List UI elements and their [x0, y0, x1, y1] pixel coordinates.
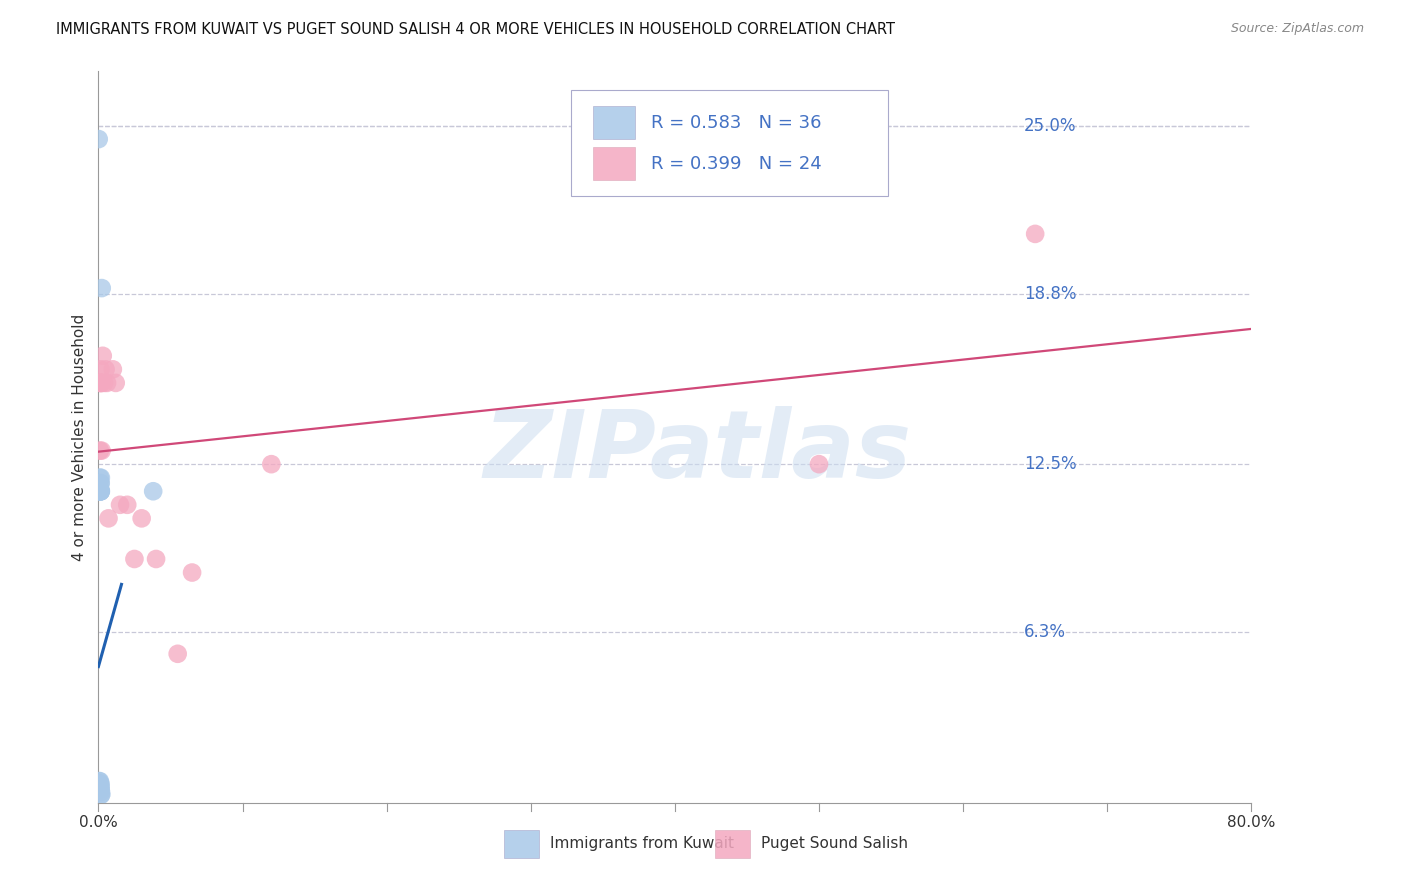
- Point: [90, 785, 112, 799]
- Text: 25.0%: 25.0%: [1024, 117, 1077, 135]
- Point: [89, 484, 111, 499]
- Text: 0.0%: 0.0%: [79, 814, 118, 830]
- Point: [90, 376, 112, 390]
- Point: [90, 484, 112, 499]
- Text: R = 0.399   N = 24: R = 0.399 N = 24: [651, 154, 821, 172]
- Point: [89, 482, 111, 496]
- Text: 18.8%: 18.8%: [1024, 285, 1077, 302]
- Point: [1024, 227, 1046, 241]
- Point: [89, 777, 111, 791]
- Point: [108, 498, 131, 512]
- Point: [90, 443, 112, 458]
- Point: [90, 484, 112, 499]
- Point: [97, 511, 120, 525]
- Point: [90, 484, 112, 499]
- Point: [90, 281, 112, 295]
- Text: Immigrants from Kuwait: Immigrants from Kuwait: [550, 837, 734, 851]
- Text: ZIPatlas: ZIPatlas: [484, 406, 912, 498]
- Point: [89, 484, 111, 499]
- Text: 80.0%: 80.0%: [1227, 814, 1275, 830]
- Point: [89, 443, 111, 458]
- Point: [90, 777, 112, 791]
- Point: [89, 780, 111, 794]
- Text: 6.3%: 6.3%: [1024, 624, 1066, 641]
- Y-axis label: 4 or more Vehicles in Household: 4 or more Vehicles in Household: [72, 313, 87, 561]
- FancyBboxPatch shape: [505, 830, 538, 858]
- Point: [87, 774, 110, 789]
- Point: [90, 788, 112, 802]
- Point: [89, 782, 111, 797]
- Point: [260, 457, 283, 471]
- Point: [117, 498, 139, 512]
- Point: [145, 552, 167, 566]
- Point: [90, 782, 112, 797]
- Point: [90, 471, 112, 485]
- Point: [89, 476, 111, 491]
- Point: [89, 780, 111, 794]
- Point: [89, 471, 111, 485]
- Point: [89, 777, 111, 791]
- Point: [91, 349, 114, 363]
- Text: Puget Sound Salish: Puget Sound Salish: [762, 837, 908, 851]
- FancyBboxPatch shape: [593, 106, 634, 139]
- Point: [89, 782, 111, 797]
- Point: [89, 780, 111, 794]
- Point: [131, 511, 153, 525]
- Point: [89, 777, 111, 791]
- Point: [89, 782, 111, 797]
- Point: [90, 376, 112, 390]
- Point: [89, 484, 111, 499]
- Point: [96, 376, 118, 390]
- Point: [166, 647, 188, 661]
- Point: [93, 376, 115, 390]
- Point: [90, 788, 112, 802]
- Point: [104, 376, 127, 390]
- FancyBboxPatch shape: [593, 146, 634, 180]
- Point: [89, 774, 111, 789]
- Point: [89, 780, 111, 794]
- Point: [89, 780, 111, 794]
- Point: [181, 566, 204, 580]
- Text: IMMIGRANTS FROM KUWAIT VS PUGET SOUND SALISH 4 OR MORE VEHICLES IN HOUSEHOLD COR: IMMIGRANTS FROM KUWAIT VS PUGET SOUND SA…: [56, 22, 896, 37]
- Text: Source: ZipAtlas.com: Source: ZipAtlas.com: [1230, 22, 1364, 36]
- Text: 12.5%: 12.5%: [1024, 455, 1077, 473]
- Point: [94, 362, 117, 376]
- Point: [142, 484, 165, 499]
- Text: R = 0.583   N = 36: R = 0.583 N = 36: [651, 113, 821, 131]
- FancyBboxPatch shape: [571, 90, 889, 195]
- FancyBboxPatch shape: [716, 830, 749, 858]
- Point: [90, 476, 112, 491]
- Point: [87, 132, 110, 146]
- Point: [89, 782, 111, 797]
- Point: [87, 780, 110, 794]
- Point: [808, 457, 831, 471]
- Point: [89, 376, 111, 390]
- Point: [101, 362, 124, 376]
- Point: [89, 782, 111, 797]
- Point: [90, 780, 112, 794]
- Point: [90, 362, 112, 376]
- Point: [90, 376, 112, 390]
- Point: [124, 552, 146, 566]
